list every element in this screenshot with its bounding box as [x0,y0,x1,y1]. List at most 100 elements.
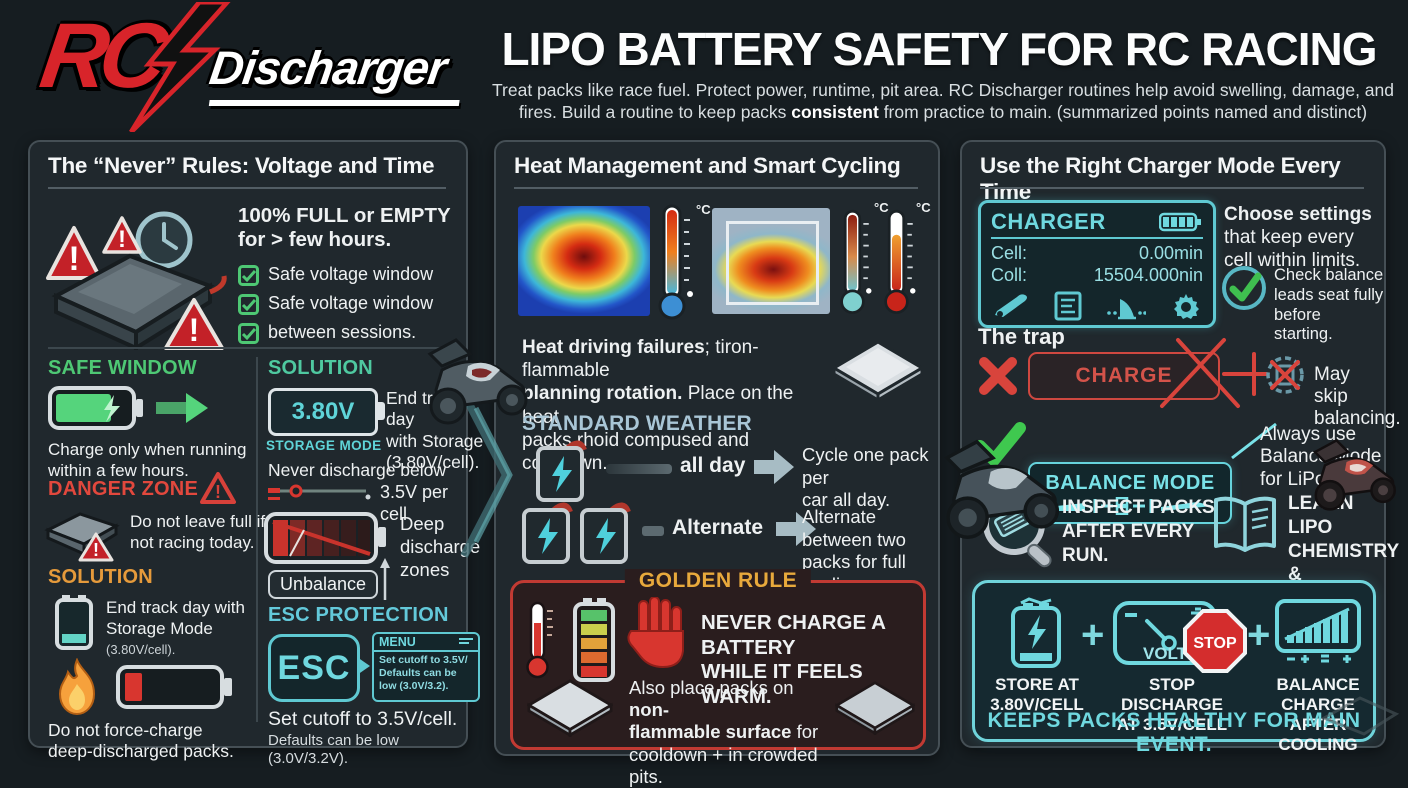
celsius-label: °C [874,200,889,215]
panel3-title-rule [980,187,1364,189]
store-l1: STORE AT [995,675,1079,694]
cooling-plate-icon [835,681,915,735]
force-charge-line1: Do not force-charge [48,720,203,740]
unbalance-arrow [380,558,390,600]
golden-rule-line2: WHILE IT FEELS WARM. [701,660,863,708]
menu-lines-icon [459,638,473,644]
rc-buggy-graphic [427,338,528,425]
rc-buggy-graphic-red [1312,438,1396,511]
charge-button-label: CHARGE [1075,364,1173,387]
esc-bubble-icon: ESC [268,634,370,702]
cell-value: 0.00min [1138,243,1203,263]
leads-2: seat fully before starting. [1274,285,1384,344]
lipo-pack-warning-illustration: ! ! ! [46,211,227,350]
thermometer-icon [526,601,553,679]
danger-zone-heading: DANGER ZONE [48,478,198,500]
dash-connector [642,526,664,536]
svg-text:!: ! [68,240,79,278]
gear-icon [1173,294,1199,319]
plus-separator: + [1081,613,1105,657]
checklist-text: between sessions. [268,322,417,343]
charger-screen: CHARGER Cell: 0.00min Coll: 15504.000nin [978,200,1216,328]
svg-text:!: ! [215,482,221,502]
panel1-divider [48,347,446,349]
solution-right-heading: SOLUTION [268,357,373,379]
learn-2: CHEMISTRY & [1288,540,1399,586]
also-b: non- [629,699,670,721]
checkbox-icon [238,293,259,315]
battery-status-icon [1159,212,1201,232]
storage-caption-3: (3.80V/cell). [386,452,480,473]
golden-rule-box: GOLDEN RULE NEVER CHARG [510,569,926,787]
safe-window-caption: Charge only when running within a few ho… [48,440,246,481]
leads-1: Check balance leads [1274,266,1384,304]
flame-icon [58,658,96,716]
full-empty-line2: for > few hours. [238,227,392,251]
menu-title: MENU [379,635,416,649]
thermometer-icon [840,209,872,314]
pack-bolt-icon [522,502,573,564]
thermometer-icon [658,204,693,320]
crossed-out-lines [1160,338,1268,408]
subtitle-bold: consistent [791,102,879,123]
choose-bold: Choose settings [1224,204,1372,225]
svg-text:!: ! [118,226,126,253]
pen-tool-icon [995,294,1027,317]
deep-discharge-caption: Deep discharge zones [400,512,480,581]
solution-left-line2: Storage Mode [106,618,213,638]
heat-para-reg1: ; tiron-flammable [522,337,759,382]
summary-footer: KEEPS PACKS HEALTHY FOR MAIN EVENT. [987,709,1361,756]
solution-left-line1: End track day with [106,598,245,617]
choose-reg1: that [1224,226,1256,248]
balance-leads-text: Check balance leads seat fully before st… [1274,266,1384,345]
pack-bolt-icon [580,502,631,564]
menu-line-2: Defaults can be [379,667,457,680]
store-l2: 3.80V/CELL [990,695,1084,715]
store-label: STORE AT 3.80V/CELL [987,675,1087,715]
panel3-title: Use the Right Charger Mode Every Time [980,153,1341,204]
stop-sign-icon: STOP [1183,609,1247,673]
pack-warning-icon: ! [44,512,120,562]
book-icon [1214,496,1276,552]
danger-zone-caption: Do not leave full if not racing today. [130,512,265,553]
volt-label: VOLT [1143,644,1188,663]
svg-text:!: ! [93,540,99,560]
no-balance-icon [1266,356,1304,394]
alt-text-1: Alternate between two [802,506,906,550]
svg-text:!: ! [189,312,200,348]
thermal-image-pack [518,206,650,316]
cooling-plate-icon [527,679,613,737]
esc-label: ESC [277,648,351,687]
safe-window-heading: SAFE WINDOW [48,357,197,379]
checklist-item: Safe voltage window [238,264,456,286]
esc-protection-heading: ESC PROTECTION [268,604,449,626]
checkbox-icon [238,264,259,286]
thermal-image-pack-outline [712,208,830,314]
lightning-bolt-icon [129,2,233,132]
inspect-2: AFTER EVERY [1062,520,1195,542]
rc-discharger-logo: RC Discharger [25,2,472,132]
balance-charge-label: BALANCE CHARGE AFTER COOLING [1253,675,1383,755]
force-charge-caption: Do not force-charge deep-discharged pack… [48,720,234,763]
logo-discharger-text: Discharger [206,41,450,94]
warning-triangle-icon: ! [200,472,236,504]
full-empty-line1: 100% FULL or EMPTY [238,204,451,227]
checkbox-icon [238,322,259,344]
deep-discharge-battery-icon [264,512,386,564]
never-discharge-text: Never discharge below [268,460,447,480]
panel-never-rules: The “Never” Rules: Voltage and Time ! ! … [28,140,483,767]
all-day-label: all day [680,454,746,477]
corner-arrow-watermark [1320,696,1400,736]
deep-line3: zones [400,559,450,581]
golden-rule-text: NEVER CHARGE A BATTERY WHILE IT FEELS WA… [701,611,923,709]
heat-para-bold2: planning rotation. [522,383,683,405]
panel2-title-rule [514,187,918,189]
panel-heat-management: Heat Management and Smart Cycling °C °C … [494,140,940,787]
dash-connector [606,464,672,474]
flow-arrow-icon [754,450,794,484]
subtitle-line2c: from practice to main. (summarized point… [878,102,1368,123]
warning-triangle-icon: ! [102,216,142,254]
thermal-frame [726,220,820,306]
checklist-text: Safe voltage window [268,293,434,314]
storage-battery-icon [55,595,93,650]
